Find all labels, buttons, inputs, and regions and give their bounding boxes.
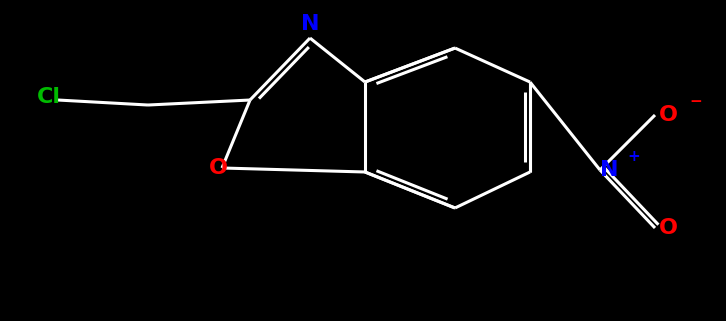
Text: +: + — [627, 150, 640, 164]
Text: O: O — [658, 218, 677, 238]
Text: N: N — [600, 160, 619, 180]
Text: N: N — [301, 14, 319, 34]
Text: Cl: Cl — [37, 87, 61, 107]
Text: O: O — [658, 105, 677, 125]
Text: O: O — [209, 158, 228, 178]
Text: −: − — [690, 94, 703, 109]
